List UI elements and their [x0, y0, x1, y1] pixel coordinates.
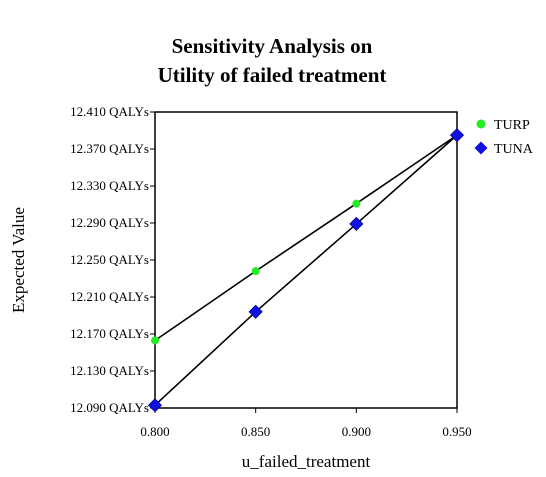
- y-tick-label: 12.370 QALYs: [70, 141, 149, 156]
- series-line-tuna: [154, 134, 458, 406]
- x-axis-label: u_failed_treatment: [242, 452, 371, 471]
- data-point-tuna: [349, 216, 364, 231]
- chart-title-line-1: Sensitivity Analysis on: [172, 34, 373, 58]
- legend-label-tuna: TUNA: [494, 142, 534, 157]
- series-line-turp: [154, 134, 458, 342]
- series-layer: [147, 128, 465, 413]
- y-tick-label: 12.210 QALYs: [70, 289, 149, 304]
- x-tick-label: 0.950: [442, 424, 471, 439]
- y-tick-label: 12.290 QALYs: [70, 215, 149, 230]
- data-point-turp: [352, 199, 361, 208]
- legend: TURP TUNA: [474, 118, 534, 157]
- data-point-turp: [151, 336, 159, 345]
- chart-title-line-2: Utility of failed treatment: [158, 63, 387, 87]
- x-tick-label: 0.850: [241, 424, 270, 439]
- y-tick-label: 12.130 QALYs: [70, 363, 149, 378]
- y-tick-label: 12.250 QALYs: [70, 252, 149, 267]
- data-point-tuna: [449, 128, 465, 143]
- y-axis: 12.410 QALYs 12.370 QALYs 12.330 QALYs 12.2…: [70, 104, 155, 415]
- data-point-tuna: [248, 304, 263, 319]
- y-tick-label: 12.410 QALYs: [70, 104, 149, 119]
- x-axis: 0.800 0.850 0.900 0.950: [140, 408, 472, 439]
- legend-marker-tuna: [474, 141, 488, 155]
- data-point-tuna: [147, 398, 163, 413]
- y-tick-label: 12.090 QALYs: [70, 400, 149, 415]
- x-tick-label: 0.900: [342, 424, 371, 439]
- legend-label-turp: TURP: [494, 118, 530, 133]
- y-tick-label: 12.330 QALYs: [70, 178, 149, 193]
- legend-marker-turp: [476, 119, 486, 129]
- x-tick-label: 0.800: [140, 424, 169, 439]
- y-tick-label: 12.170 QALYs: [70, 326, 149, 341]
- y-axis-label: Expected Value: [9, 207, 28, 313]
- data-point-turp: [251, 267, 260, 276]
